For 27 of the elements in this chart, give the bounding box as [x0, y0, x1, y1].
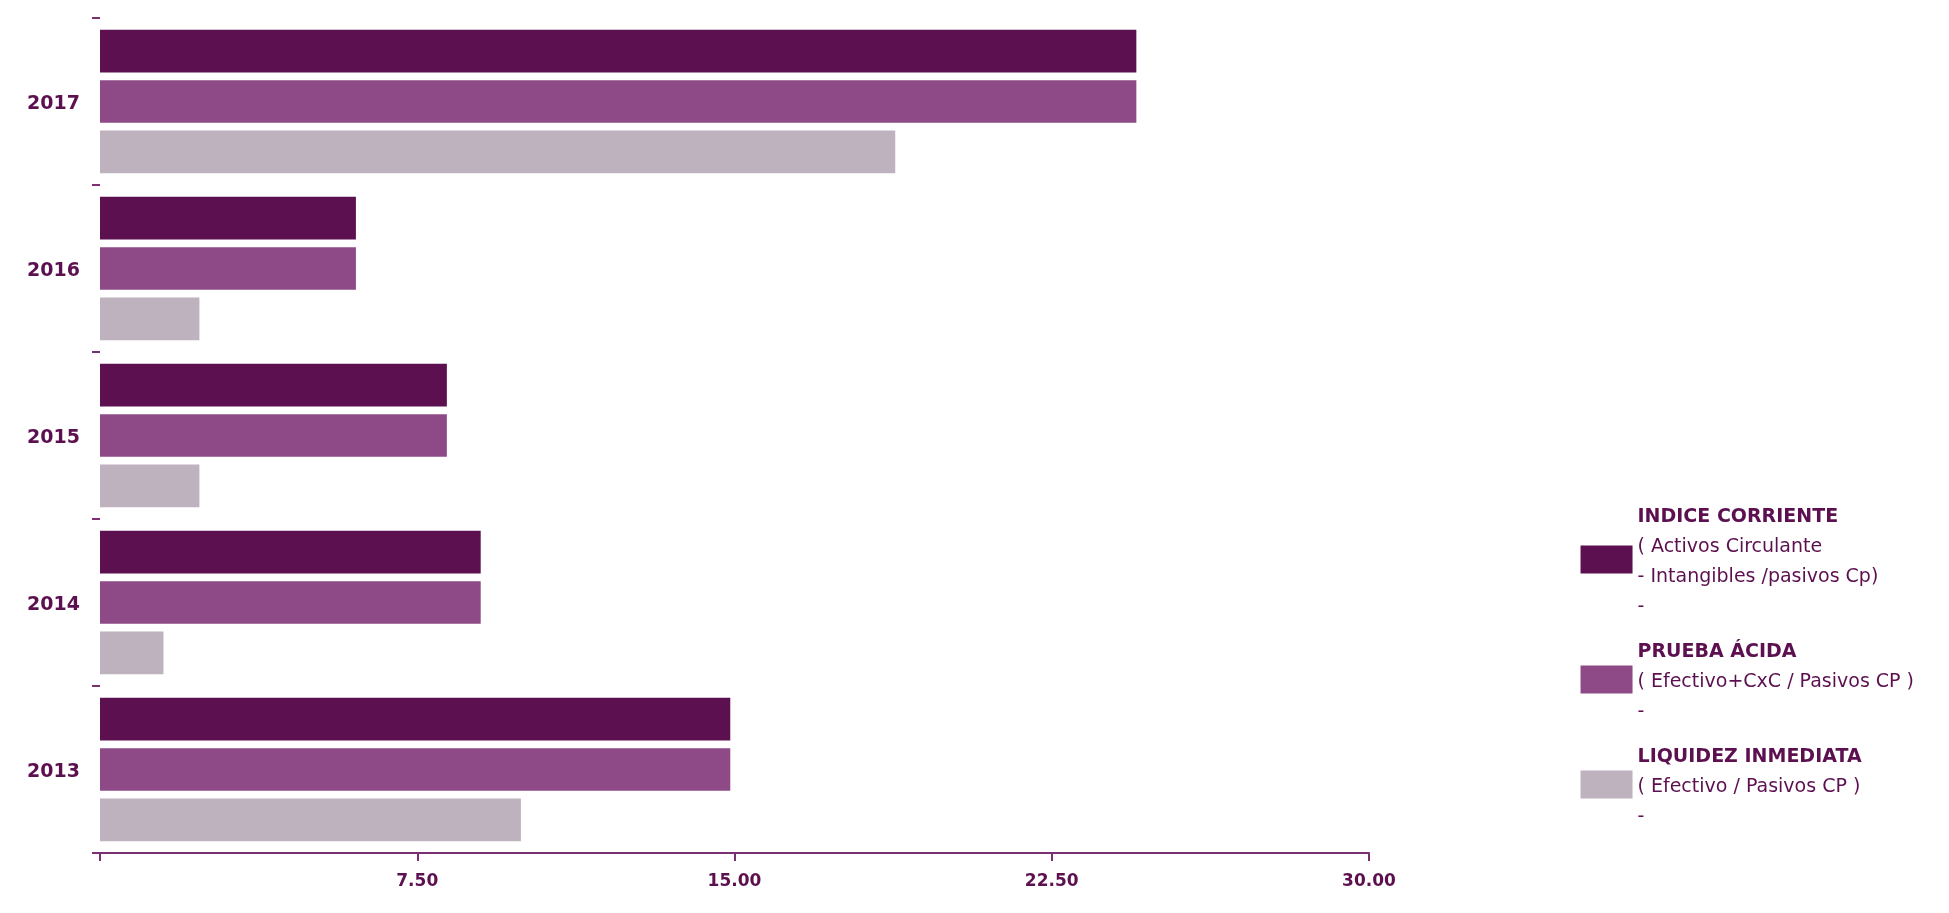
bar — [100, 363, 447, 407]
bar — [100, 581, 481, 624]
legend-label: PRUEBA ÁCIDA ( Efectivo+CxC / Pasivos CP ) - — [1637, 638, 1914, 721]
legend-label: INDICE CORRIENTE ( Activos Circulante - Intangibles /pasivos Cp) - — [1637, 503, 1879, 616]
y-tick-label: 2017 — [27, 90, 80, 113]
x-tick-label: 7.50 — [396, 869, 439, 890]
y-tick-label: 2015 — [27, 424, 80, 447]
bar — [100, 297, 200, 341]
bar — [100, 530, 481, 574]
x-tick-label: 15.00 — [707, 869, 762, 890]
bar — [100, 247, 356, 290]
x-tick-label: 30.00 — [1342, 869, 1397, 890]
bar — [100, 748, 731, 791]
legend-label: LIQUIDEZ INMEDIATA ( Efectivo / Pasivos CP ) - — [1637, 743, 1862, 826]
y-tick-label: 2013 — [27, 758, 80, 781]
y-tick-label: 2014 — [27, 591, 80, 614]
bar — [100, 631, 164, 675]
bar — [100, 29, 1137, 73]
bar — [100, 798, 521, 842]
bar — [100, 196, 356, 240]
bar — [100, 80, 1137, 123]
x-tick-label: 22.50 — [1024, 869, 1079, 890]
bar — [100, 414, 447, 457]
bar — [100, 697, 731, 741]
y-tick-label: 2016 — [27, 257, 80, 280]
bar — [100, 464, 200, 508]
bar — [100, 130, 896, 174]
